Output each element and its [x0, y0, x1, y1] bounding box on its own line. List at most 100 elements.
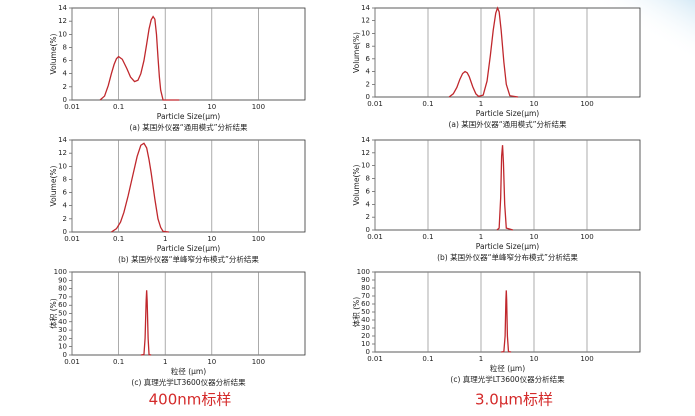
y-tick-label: 8: [63, 43, 67, 51]
x-tick-label: 0.1: [422, 100, 433, 108]
x-tick-label: 100: [580, 233, 593, 241]
y-tick-label: 10: [58, 30, 67, 38]
x-tick-label: 1: [163, 235, 167, 243]
data-line: [99, 15, 180, 101]
x-tick-label: 10: [207, 235, 216, 243]
x-tick-label: 10: [207, 358, 216, 366]
y-tick-label: 70: [58, 293, 67, 301]
y-tick-label: 20: [361, 332, 370, 340]
x-tick-label: 10: [530, 100, 539, 108]
y-tick-label: 80: [58, 285, 67, 293]
y-axis-label: 体积 (%): [351, 297, 361, 327]
x-axis-label: Particle Size(μm): [476, 109, 539, 118]
y-axis-label: Volume(%): [49, 165, 58, 206]
caption: (b) 某国外仪器“单峰窄分布模式”分析结果: [437, 252, 578, 262]
y-tick-label: 8: [366, 42, 370, 50]
y-tick-label: 0: [366, 348, 370, 356]
x-tick-label: 1: [479, 100, 483, 108]
y-tick-label: 14: [361, 4, 370, 12]
data-line: [501, 290, 512, 353]
x-tick-label: 0.01: [367, 100, 383, 108]
y-tick-label: 2: [63, 215, 67, 223]
plot-area: [374, 139, 641, 231]
x-tick-label: 0.01: [64, 358, 80, 366]
y-tick-label: 50: [58, 310, 67, 318]
x-tick-label: 100: [580, 100, 593, 108]
x-tick-label: 0.1: [113, 235, 124, 243]
y-tick-label: 8: [63, 175, 67, 183]
x-tick-label: 100: [252, 358, 265, 366]
y-tick-label: 10: [361, 340, 370, 348]
y-axis-label: Volume(%): [352, 164, 361, 205]
x-axis-label: Particle Size(μm): [157, 244, 220, 253]
y-tick-label: 8: [366, 175, 370, 183]
data-line: [496, 145, 514, 231]
x-tick-label: 1: [163, 103, 167, 111]
y-tick-label: 0: [63, 228, 67, 236]
x-tick-label: 100: [252, 103, 265, 111]
caption: (a) 某国外仪器“通用模式”分析结果: [129, 122, 248, 132]
data-line: [140, 290, 152, 356]
y-tick-label: 100: [357, 268, 370, 276]
y-tick-label: 2: [366, 213, 370, 221]
caption: (a) 某国外仪器“通用模式”分析结果: [448, 119, 567, 129]
y-tick-label: 50: [361, 308, 370, 316]
y-tick-label: 12: [361, 149, 370, 157]
y-tick-label: 14: [361, 136, 370, 144]
y-tick-label: 12: [58, 149, 67, 157]
x-tick-label: 0.1: [113, 358, 124, 366]
data-line: [448, 6, 519, 98]
footer-label: 3.0μm标样: [475, 391, 553, 409]
y-tick-label: 6: [63, 57, 68, 65]
y-tick-label: 0: [63, 96, 67, 104]
y-tick-label: 20: [58, 334, 67, 342]
x-tick-label: 0.01: [64, 103, 80, 111]
x-tick-label: 1: [163, 358, 167, 366]
y-tick-label: 70: [361, 292, 370, 300]
y-axis-label: Volume(%): [352, 32, 361, 73]
caption: (c) 真理光学LT3600仪器分析结果: [450, 374, 565, 384]
y-tick-label: 6: [63, 189, 68, 197]
x-tick-label: 0.01: [64, 235, 80, 243]
x-axis-label: 粒径 (μm): [171, 366, 206, 376]
x-tick-label: 0.01: [367, 355, 383, 363]
y-tick-label: 2: [366, 80, 370, 88]
y-tick-label: 14: [58, 4, 67, 12]
y-tick-label: 2: [63, 83, 67, 91]
plot-area: [374, 7, 641, 98]
y-tick-label: 100: [54, 268, 67, 276]
y-tick-label: 4: [63, 202, 68, 210]
plot-area: [71, 7, 306, 101]
y-tick-label: 12: [361, 17, 370, 25]
y-tick-label: 0: [366, 93, 370, 101]
y-tick-label: 0: [366, 226, 370, 234]
y-tick-label: 30: [361, 324, 370, 332]
x-tick-label: 0.01: [367, 233, 383, 241]
plot-area: [71, 271, 306, 356]
y-tick-label: 6: [366, 55, 371, 63]
y-tick-label: 4: [63, 70, 68, 78]
y-tick-label: 30: [58, 326, 67, 334]
y-tick-label: 4: [366, 200, 371, 208]
y-tick-label: 4: [366, 68, 371, 76]
y-tick-label: 0: [63, 351, 67, 359]
x-tick-label: 0.1: [113, 103, 124, 111]
x-tick-label: 100: [580, 355, 593, 363]
y-axis-label: Volume(%): [49, 33, 58, 74]
y-tick-label: 80: [361, 284, 370, 292]
data-line: [111, 142, 169, 233]
y-tick-label: 6: [366, 187, 371, 195]
caption: (b) 某国外仪器“单峰窄分布模式”分析结果: [118, 254, 259, 264]
y-tick-label: 90: [58, 276, 67, 284]
x-axis-label: 粒径 (μm): [490, 363, 525, 373]
x-tick-label: 1: [479, 233, 483, 241]
x-tick-label: 0.1: [422, 355, 433, 363]
caption: (c) 真理光学LT3600仪器分析结果: [131, 377, 246, 387]
y-tick-label: 10: [361, 29, 370, 37]
footer-label: 400nm标样: [149, 391, 232, 409]
y-tick-label: 90: [361, 276, 370, 284]
x-axis-label: Particle Size(μm): [157, 112, 220, 121]
y-tick-label: 12: [58, 17, 67, 25]
y-axis-label: 体积 (%): [48, 298, 58, 328]
